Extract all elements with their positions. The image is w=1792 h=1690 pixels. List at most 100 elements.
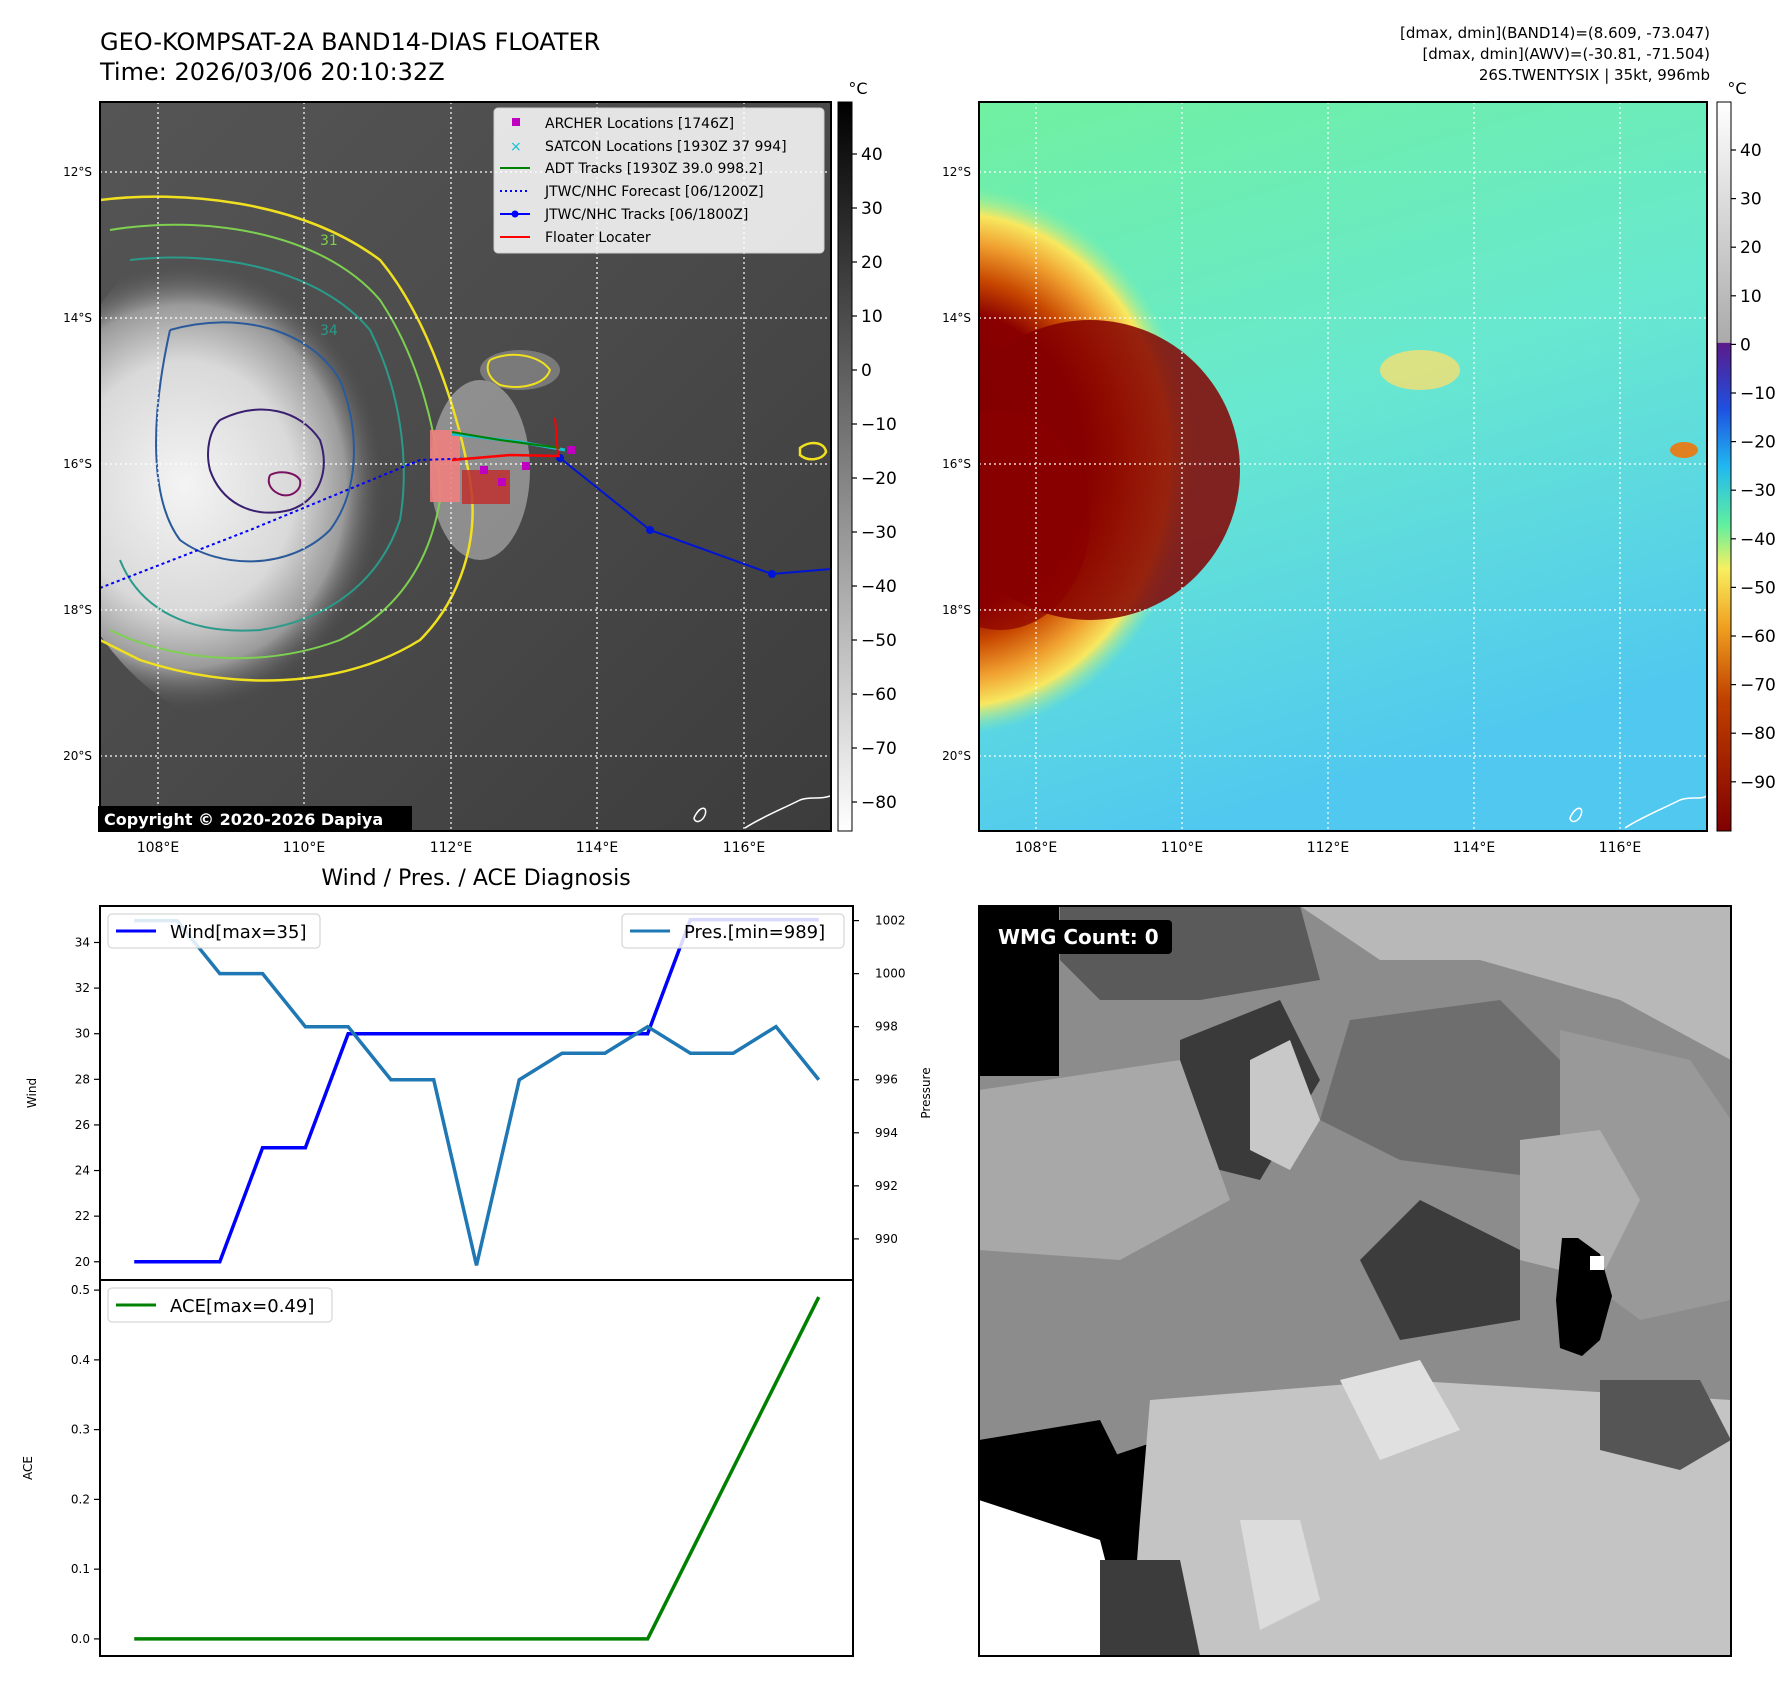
adt-track — [451, 431, 561, 449]
floater-track — [451, 453, 561, 462]
color-colorbar-tick: 0 — [1740, 335, 1751, 355]
legend-satcon-label: SATCON Locations [1930Z 37 994] — [545, 139, 787, 155]
legend-adt-label: ADT Tracks [1930Z 39.0 998.2] — [545, 161, 763, 177]
floater-box — [430, 430, 460, 502]
color-lon-label: 112°E — [1307, 840, 1350, 856]
color-lon-label: 108°E — [1015, 840, 1058, 856]
figure-title-line1: GEO-KOMPSAT-2A BAND14-DIAS FLOATER — [100, 28, 600, 56]
pressure-tick-label: 1002 — [875, 914, 906, 928]
wind-legend: Wind[max=35] — [107, 913, 321, 949]
jtwc-forecast-track — [100, 457, 481, 589]
color-colorbar-tick: 40 — [1740, 141, 1762, 161]
color-colorbar-tick: −90 — [1740, 773, 1776, 793]
ir-colorbar-tick: 0 — [861, 361, 872, 381]
color-lon-label: 110°E — [1161, 840, 1204, 856]
wind-pressure-chart: 20 22 24 26 28 30 32 34 990 992 994 996 998 1000 1002… — [25, 905, 933, 1281]
color-colorbar-tick: −10 — [1740, 384, 1776, 404]
copyright-text: Copyright © 2020-2026 Dapiya — [104, 810, 383, 829]
ir-legend: ARCHER Locations [1746Z] × SATCON Locati… — [493, 107, 825, 254]
ir-lat-label: 16°S — [63, 457, 92, 471]
ir-colorbar-tick: 10 — [861, 307, 883, 327]
ir-colorbar — [837, 101, 853, 832]
wind-legend-label: Wind[max=35] — [170, 922, 307, 943]
pressure-tick-label: 992 — [875, 1179, 898, 1193]
wind-tick-label: 26 — [75, 1118, 90, 1132]
ace-legend-label: ACE[max=0.49] — [170, 1296, 314, 1317]
ir-lon-label: 110°E — [283, 840, 326, 856]
pressure-tick-label: 1000 — [875, 967, 906, 981]
ace-legend: ACE[max=0.49] — [107, 1287, 333, 1323]
ace-frame — [99, 1279, 854, 1657]
pressure-tick-label: 996 — [875, 1073, 898, 1087]
ir-lat-label: 18°S — [63, 603, 92, 617]
ir-lon-label: 114°E — [576, 840, 619, 856]
ir-lon-label: 112°E — [430, 840, 473, 856]
archer-marker — [567, 446, 575, 454]
ir-colorbar-tick: 20 — [861, 253, 883, 273]
pressure-axis-label: Pressure — [919, 1067, 933, 1118]
jtwc-best-track — [559, 457, 831, 576]
ace-tick-label: 0.3 — [71, 1423, 90, 1437]
ir-lat-label: 12°S — [63, 165, 92, 179]
wmg-count-label: WMG Count: 0 — [998, 925, 1159, 949]
wmg-frame — [978, 905, 1732, 1657]
ir-lon-label: 108°E — [137, 840, 180, 856]
pressure-legend-label: Pres.[min=989] — [684, 922, 825, 943]
archer-marker — [498, 478, 506, 486]
ir-colorbar-tick: −10 — [861, 415, 897, 435]
color-lat-label: 16°S — [942, 457, 971, 471]
ir-colorbar-tick: −20 — [861, 469, 897, 489]
color-colorbar-tick: −30 — [1740, 481, 1776, 501]
color-lat-label: 14°S — [942, 311, 971, 325]
ir-colorbar-tick: −60 — [861, 685, 897, 705]
legend-floater-label: Floater Locater — [545, 230, 651, 246]
wind-tick-label: 34 — [75, 935, 90, 949]
diagnosis-title: Wind / Pres. / ACE Diagnosis — [321, 866, 630, 891]
contour-label-34: 34 — [320, 323, 338, 339]
wind-tick-label: 32 — [75, 981, 90, 995]
color-map-frame — [978, 101, 1708, 832]
wind-axis-label: Wind — [25, 1078, 39, 1108]
wmg-panel: WMG Count: 0 — [978, 905, 1732, 1657]
color-colorbar-tick: −40 — [1740, 530, 1776, 550]
contour-teal — [119, 256, 405, 632]
ace-series-line — [134, 1296, 821, 1641]
wind-pressure-frame — [99, 905, 854, 1281]
ir-lon-label: 116°E — [723, 840, 766, 856]
legend-forecast-label: JTWC/NHC Forecast [06/1200Z] — [544, 184, 764, 200]
contour-blue — [155, 321, 355, 563]
archer-marker — [522, 462, 530, 470]
ir-colorbar-tick: 40 — [861, 145, 883, 165]
color-lon-label: 116°E — [1599, 840, 1642, 856]
ir-lat-label: 14°S — [63, 311, 92, 325]
ir-colorbar-tick: −40 — [861, 577, 897, 597]
track-point — [646, 526, 654, 534]
color-gridlines — [979, 102, 1707, 831]
wind-tick-label: 24 — [75, 1164, 90, 1178]
legend-archer-icon — [512, 118, 520, 126]
ace-tick-label: 0.2 — [71, 1492, 90, 1506]
color-colorbar-tick: −80 — [1740, 724, 1776, 744]
stats-line2: [dmax, dmin](AWV)=(-30.81, -71.504) — [1422, 45, 1710, 63]
contour-label-31: 31 — [320, 233, 338, 249]
ace-tick-label: 0.0 — [71, 1632, 90, 1646]
copyright-badge — [98, 806, 412, 832]
wmg-count-badge — [990, 920, 1172, 954]
ir-lat-label: 20°S — [63, 749, 92, 763]
ir-colorbar-tick: −30 — [861, 523, 897, 543]
color-colorbar — [1716, 101, 1732, 832]
wind-tick-label: 30 — [75, 1027, 90, 1041]
ir-map-frame — [99, 101, 832, 832]
track-point — [768, 570, 776, 578]
archer-marker — [480, 466, 488, 474]
ir-colorbar-tick: −80 — [861, 793, 897, 813]
wind-tick-label: 20 — [75, 1255, 90, 1269]
ace-tick-label: 0.1 — [71, 1562, 90, 1576]
pressure-legend: Pres.[min=989] — [621, 913, 845, 949]
figure-title-line2: Time: 2026/03/06 20:10:32Z — [99, 58, 445, 86]
ir-map-panel: 31 34 ARCHER Locations [1746Z] × SATCON … — [63, 79, 897, 856]
color-lat-label: 20°S — [942, 749, 971, 763]
ace-chart: 0.0 0.1 0.2 0.3 0.4 0.5 ACE ACE[max=0.49] — [21, 1279, 854, 1657]
color-colorbar-tick: 30 — [1740, 190, 1762, 210]
